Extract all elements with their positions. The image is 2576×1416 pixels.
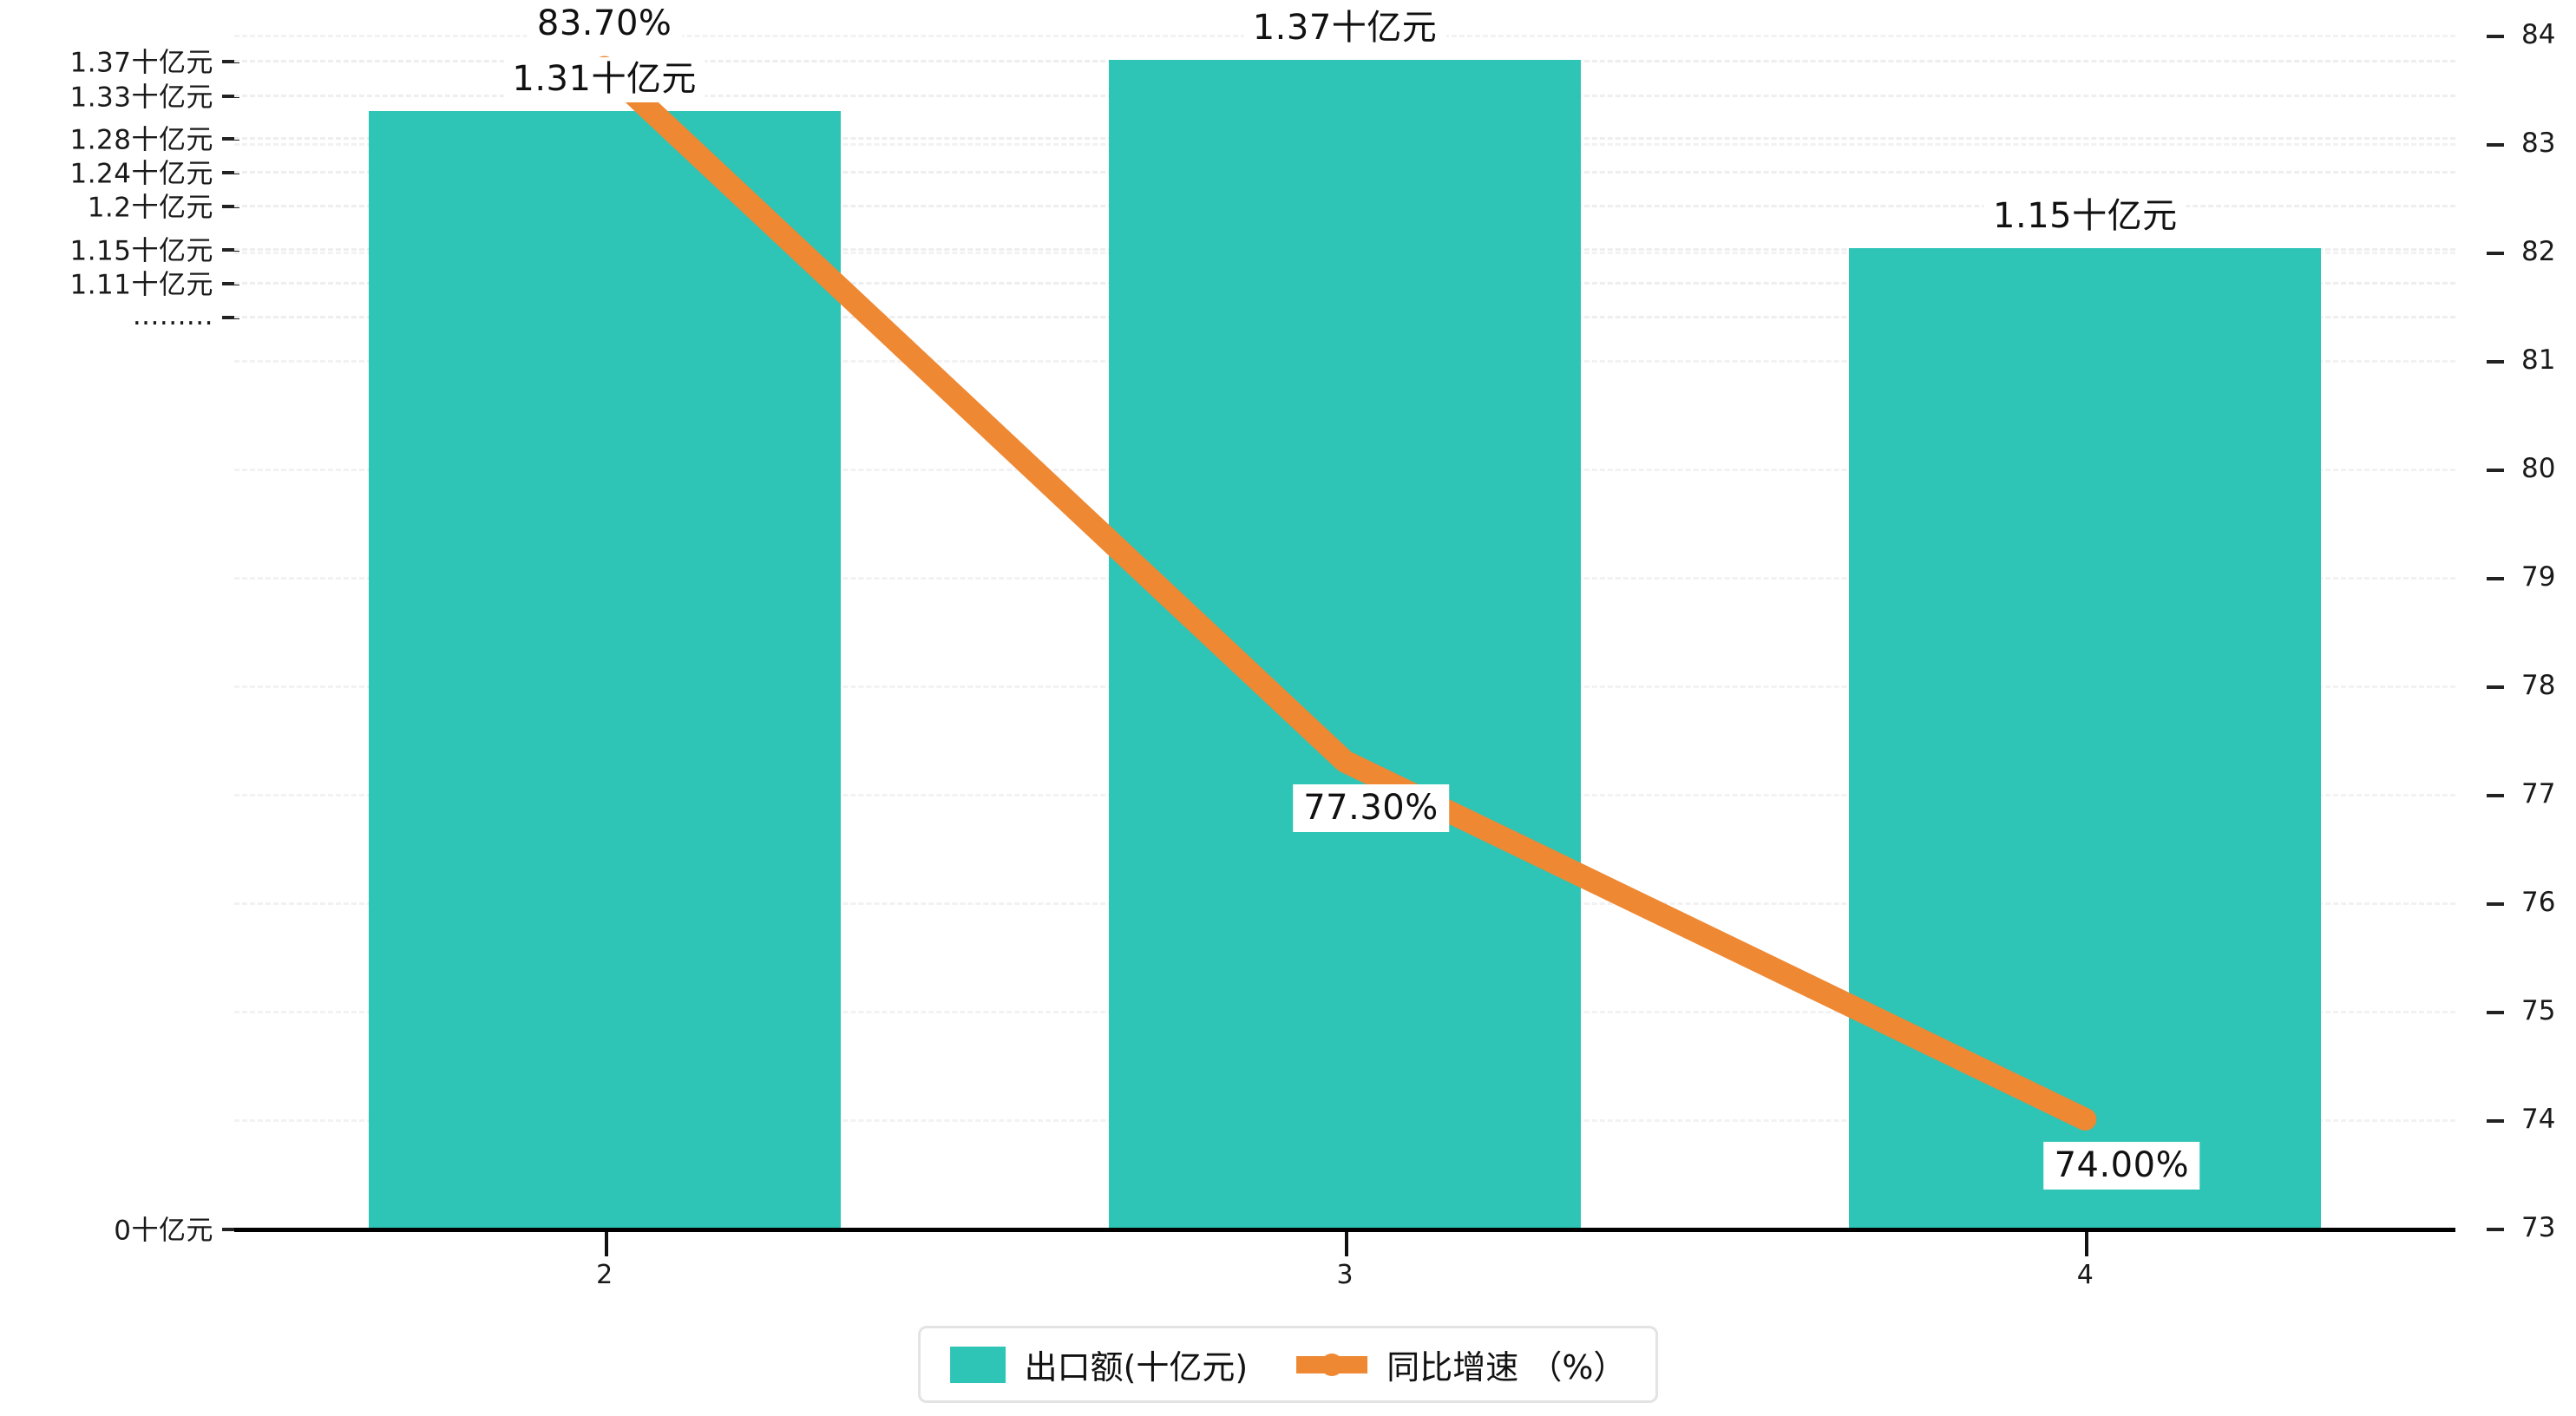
y-axis-left-tick-label: 1.11十亿元 [69,269,213,301]
y-axis-right-tick-mark [2487,902,2504,906]
x-axis-tick-label: 2 [596,1260,613,1290]
y-axis-right-tick-label: 82 [2521,236,2556,267]
left-axis: 1.37十亿元 1.33十亿元 1.28十亿元 1.24十亿元 1.2十亿元 1.15十亿… [0,35,239,1247]
bar[interactable] [1849,247,2322,1228]
y-axis-left-tick-label: 1.37十亿元 [69,47,213,79]
y-axis-right-tick-label: 84 [2521,19,2556,50]
y-axis-left-tick-mark [222,60,239,64]
y-axis-left-tick-label: ......... [132,300,213,332]
plot-area: 1.31十亿元 1.37十亿元 1.15十亿元 83.70% 77.30% 74.00% [234,0,2455,1230]
y-axis-left-tick-mark [222,136,239,141]
y-axis-left-tick-mark [222,1228,239,1231]
x-axis-tick-mark [2085,1232,2089,1256]
x-axis-tick-label: 3 [1336,1260,1354,1290]
y-axis-right-tick-mark [2487,794,2504,797]
legend-item-bar[interactable]: 出口额(十亿元) [949,1341,1249,1388]
y-axis-left-tick-mark [222,316,239,320]
y-axis-right-tick-mark [2487,1011,2504,1014]
y-axis-right-tick-mark [2487,1228,2504,1231]
x-axis-tick-label: 4 [2076,1260,2094,1290]
y-axis-right-tick-label: 81 [2521,344,2556,376]
y-axis-right-tick-label: 80 [2521,453,2556,484]
y-axis-right-tick-mark [2487,252,2504,255]
legend-item-line[interactable]: 同比增速 （%） [1296,1341,1626,1388]
y-axis-left-tick-label: 1.33十亿元 [69,82,213,114]
x-axis-tick-mark [1345,1232,1348,1256]
line-value-label: 74.00% [2043,1142,2200,1190]
x-axis-line [234,1228,2455,1232]
y-axis-right-tick-label: 73 [2521,1212,2556,1243]
y-axis-left-tick-mark [222,281,239,285]
legend: 出口额(十亿元) 同比增速 （%） [917,1326,1659,1403]
y-axis-right-tick-mark [2487,360,2504,364]
legend-line-label: 同比增速 （%） [1386,1348,1627,1386]
line-value-label: 77.30% [1293,783,1449,832]
line-value-label: 83.70% [526,0,683,48]
y-axis-right-tick-label: 83 [2521,128,2556,159]
bar[interactable] [1109,60,1581,1228]
y-axis-left-tick-label: 0十亿元 [114,1215,213,1247]
y-axis-right-tick-mark [2487,35,2504,38]
x-axis-tick-mark [604,1232,608,1256]
legend-bar-label: 出口额(十亿元) [1024,1348,1249,1386]
bar-value-label: 1.15十亿元 [1984,193,2186,239]
y-axis-right-tick-mark [2487,469,2504,472]
y-axis-right-tick-label: 74 [2521,1104,2556,1135]
bar-value-label: 1.37十亿元 [1243,6,1446,51]
y-axis-right-tick-mark [2487,577,2504,580]
y-axis-right-tick-label: 77 [2521,778,2556,810]
legend-line-swatch-icon [1296,1347,1368,1383]
y-axis-left-tick-mark [222,171,239,175]
y-axis-right-tick-mark [2487,685,2504,689]
y-axis-right-tick-mark [2487,1119,2504,1123]
y-axis-left-tick-mark [222,247,239,252]
y-axis-left-tick-label: 1.15十亿元 [69,235,213,267]
y-axis-right-tick-label: 76 [2521,887,2556,918]
y-axis-left-tick-mark [222,205,239,209]
y-axis-left-tick-label: 1.24十亿元 [69,158,213,190]
right-axis: 84 83 82 81 80 79 78 77 76 75 74 73 [2487,19,2576,1243]
legend-bar-swatch-icon [949,1346,1006,1383]
y-axis-right-tick-mark [2487,143,2504,147]
y-axis-left-tick-label: 1.28十亿元 [69,124,213,156]
y-axis-left-tick-mark [222,94,239,98]
bar-value-label: 1.31十亿元 [503,57,705,102]
y-axis-right-tick-label: 75 [2521,995,2556,1026]
y-axis-right-tick-label: 78 [2521,670,2556,701]
y-axis-left-tick-label: 1.2十亿元 [87,192,213,224]
bar[interactable] [368,111,841,1228]
y-axis-right-tick-label: 79 [2521,561,2556,593]
